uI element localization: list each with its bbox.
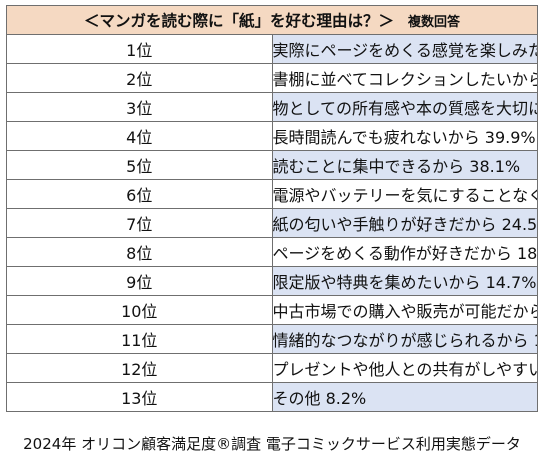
rank-label: 8位 [6,237,273,267]
reason-label: 物としての所有感や本の質感を大切にしているから 40.8% [271,92,538,122]
table-header: ＜マンガを読む際に「紙」を好む理由は？＞ 複数回答 [6,5,538,35]
reason-label: 紙の匂いや手触りが好きだから 24.5% [271,208,538,238]
reason-label: その他 8.2% [271,382,538,412]
rank-label: 10位 [6,295,273,325]
chart-subtitle: 複数回答 [408,15,461,30]
header-row: ＜マンガを読む際に「紙」を好む理由は？＞ 複数回答 [6,5,538,35]
rank-label: 11位 [6,324,273,354]
ranking-rows: 1位実際にページをめくる感覚を楽しみたいから 48.1%2位書棚に並べてコレクシ… [6,34,538,412]
reason-label: ページをめくる動作が好きだから 18.5% [271,237,538,267]
rank-label: 6位 [6,179,273,209]
reason-label: 書棚に並べてコレクションしたいから 41.0% [271,63,538,93]
rank-label: 7位 [6,208,273,238]
chart-title: ＜マンガを読む際に「紙」を好む理由は？＞ [83,12,394,30]
rank-label: 1位 [6,34,273,64]
source-note: 2024年 オリコン顧客満足度®調査 電子コミックサービス利用実態データ [23,435,521,453]
reason-label: 中古市場での購入や販売が可能だから 11.6% [271,295,538,325]
rank-label: 2位 [6,63,273,93]
table-row: 6位電源やバッテリーを気にすることなく読めるから 28.0% [6,179,538,209]
rank-label: 4位 [6,121,273,151]
table-row: 3位物としての所有感や本の質感を大切にしているから 40.8% [6,92,538,122]
table-row: 5位 読むことに集中できるから 38.1% [6,150,538,180]
reason-label: 情緒的なつながりが感じられるから 10.5% [271,324,538,354]
reason-label: 電源やバッテリーを気にすることなく読めるから 28.0% [271,179,538,209]
table-row: 1位実際にページをめくる感覚を楽しみたいから 48.1% [6,34,538,64]
reason-label: 読むことに集中できるから 38.1% [271,150,538,180]
table-row: 13位 その他 8.2% [6,382,538,412]
rank-label: 5位 [6,150,273,180]
rank-label: 12位 [6,353,273,383]
ranking-table: ＜マンガを読む際に「紙」を好む理由は？＞ 複数回答 1位 実際にページをめくる感覚を… [6,5,538,412]
table-row: 7位 紙の匂いや手触りが好きだから 24.5% [6,208,538,238]
table-row: 12位プレゼントや他人との共有がしやすいから 8.2% [6,353,538,383]
reason-label: 実際にページをめくる感覚を楽しみたいから 48.1% [271,34,538,64]
rank-label: 13位 [6,382,273,412]
table-row: 9位 限定版や特典を集めたいから 14.7% [6,266,538,296]
rank-label: 9位 [6,266,273,296]
table-row: 4位 長時間読んでも疲れないから 39.9% [6,121,538,151]
reason-label: プレゼントや他人との共有がしやすいから 8.2% [271,353,538,383]
rank-label: 3位 [6,92,273,122]
reason-label: 限定版や特典を集めたいから 14.7% [271,266,538,296]
reason-label: 長時間読んでも疲れないから 39.9% [271,121,538,151]
